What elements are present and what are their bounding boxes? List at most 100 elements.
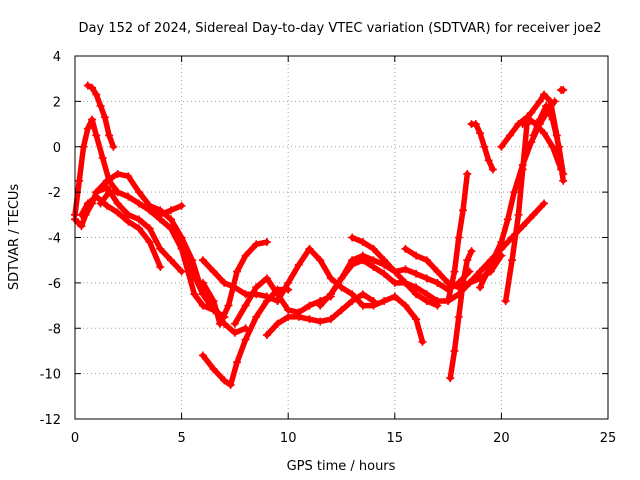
data-point	[252, 312, 261, 321]
x-tick-label: 20	[493, 431, 510, 446]
data-point	[348, 233, 357, 242]
data-point	[518, 222, 527, 231]
data-point	[88, 83, 97, 92]
data-point	[177, 201, 186, 210]
data-point	[422, 290, 431, 299]
data-point	[542, 101, 551, 110]
data-point	[124, 192, 133, 201]
data-point	[497, 142, 506, 151]
data-point	[488, 165, 497, 174]
data-point	[252, 240, 261, 249]
data-point	[83, 199, 92, 208]
data-point	[476, 267, 485, 276]
data-point	[230, 283, 239, 292]
data-point	[241, 335, 250, 344]
data-point	[124, 210, 133, 219]
series-sat-t	[444, 169, 472, 306]
y-tick-label: -6	[48, 277, 61, 292]
data-point	[284, 306, 293, 315]
data-point	[156, 215, 165, 224]
data-point	[262, 297, 271, 306]
series-sat-e	[77, 192, 165, 271]
data-point	[134, 188, 143, 197]
data-point	[450, 346, 459, 355]
data-point	[105, 188, 114, 197]
data-point	[527, 138, 536, 147]
data-point	[459, 206, 468, 215]
y-tick-label: -8	[48, 322, 61, 337]
data-point	[198, 351, 207, 360]
data-point	[113, 188, 122, 197]
data-point	[156, 244, 165, 253]
data-point	[510, 188, 519, 197]
data-point	[422, 274, 431, 283]
data-point	[465, 278, 474, 287]
data-point	[535, 115, 544, 124]
data-point	[305, 315, 314, 324]
data-point	[518, 120, 527, 129]
data-point	[166, 215, 175, 224]
data-point	[124, 217, 133, 226]
data-point	[433, 267, 442, 276]
tick-labels: 0 5 10 15 20 25 -12 -10 -8 -6 -4 -2 0 2 4	[40, 50, 617, 446]
data-point	[113, 169, 122, 178]
data-point	[559, 176, 568, 185]
data-point	[348, 290, 357, 299]
data-point	[166, 206, 175, 215]
data-point	[262, 331, 271, 340]
data-point	[358, 301, 367, 310]
data-point	[380, 256, 389, 265]
data-point	[554, 142, 563, 151]
x-tick-label: 25	[600, 431, 617, 446]
axis-ticks	[74, 55, 609, 420]
series-line	[232, 275, 334, 327]
series-sat-aa	[529, 101, 568, 178]
data-point	[96, 101, 105, 110]
data-point	[241, 301, 250, 310]
data-point	[369, 256, 378, 265]
y-tick-label: -4	[48, 232, 61, 247]
data-point	[559, 86, 568, 95]
y-tick-label: -2	[48, 186, 61, 201]
data-point	[412, 269, 421, 278]
data-point	[358, 251, 367, 260]
data-point	[390, 292, 399, 301]
data-point	[433, 301, 442, 310]
series-line	[498, 114, 564, 173]
data-point	[433, 278, 442, 287]
data-point	[467, 247, 476, 256]
data-point	[480, 142, 489, 151]
data-point	[358, 238, 367, 247]
data-point	[233, 358, 242, 367]
data-point	[198, 290, 207, 299]
chart-title: Day 152 of 2024, Sidereal Day-to-day VTE…	[79, 21, 602, 36]
data-point	[166, 224, 175, 233]
series-sat-k	[198, 285, 293, 389]
data-point	[401, 301, 410, 310]
data-point	[418, 337, 427, 346]
series-sat-q	[348, 233, 442, 310]
data-point	[262, 274, 271, 283]
data-point	[220, 278, 229, 287]
data-point	[508, 256, 517, 265]
data-point	[226, 380, 235, 389]
data-point	[486, 260, 495, 269]
data-point	[529, 210, 538, 219]
data-point	[316, 301, 325, 310]
data-point	[230, 319, 239, 328]
data-point	[501, 297, 510, 306]
data-point	[337, 283, 346, 292]
series-line	[530, 103, 566, 177]
data-point	[273, 297, 282, 306]
data-point	[369, 301, 378, 310]
data-point	[241, 251, 250, 260]
x-tick-label: 15	[387, 431, 404, 446]
data-point	[188, 267, 197, 276]
data-point	[380, 269, 389, 278]
data-point	[503, 215, 512, 224]
data-point	[412, 251, 421, 260]
data-point	[326, 274, 335, 283]
data-point	[527, 108, 536, 117]
data-point	[96, 199, 105, 208]
data-point	[113, 208, 122, 217]
